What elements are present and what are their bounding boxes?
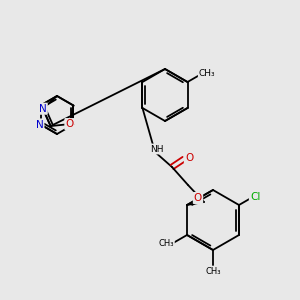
Text: O: O <box>65 119 74 129</box>
Text: N: N <box>39 104 47 114</box>
Text: N: N <box>36 119 43 130</box>
Text: CH₃: CH₃ <box>158 238 174 247</box>
Text: O: O <box>194 193 202 203</box>
Text: NH: NH <box>150 145 164 154</box>
Text: CH₃: CH₃ <box>199 68 215 77</box>
Text: O: O <box>185 153 193 163</box>
Text: CH₃: CH₃ <box>205 266 221 275</box>
Text: Cl: Cl <box>250 192 260 202</box>
